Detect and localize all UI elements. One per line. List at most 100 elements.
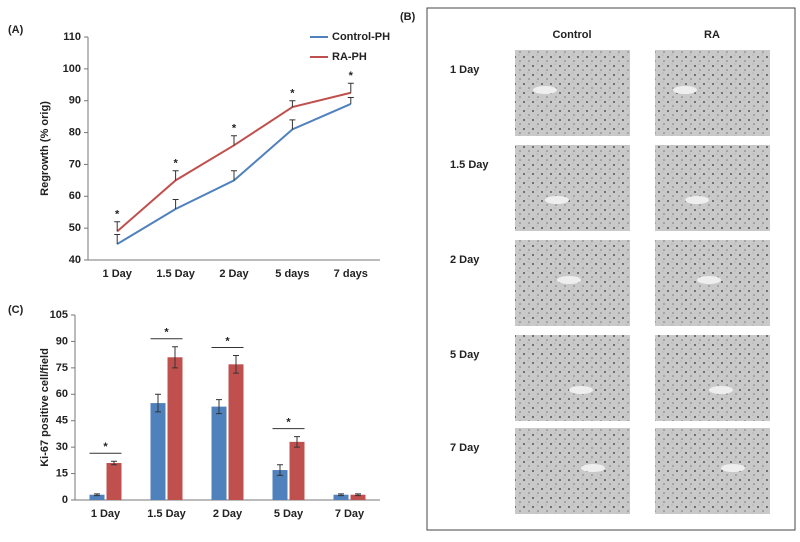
error-bar <box>111 460 117 466</box>
row-label: 7 Day <box>450 442 480 454</box>
x-tick-label: 1.5 Day <box>156 268 195 280</box>
significance-mark: * <box>225 335 230 347</box>
error-bar <box>155 393 161 413</box>
micrograph <box>515 428 630 514</box>
y-tick-label: 90 <box>69 95 81 107</box>
micrograph <box>655 145 770 231</box>
vessel <box>557 276 581 284</box>
row-label: 1 Day <box>450 64 480 76</box>
micrograph <box>515 145 630 231</box>
y-tick-label: 70 <box>69 158 81 170</box>
micrograph <box>655 335 770 421</box>
significance-mark: * <box>164 327 169 339</box>
panel-label: (C) <box>8 304 24 316</box>
error-bar <box>172 346 178 369</box>
y-tick-label: 80 <box>69 126 81 138</box>
bar <box>106 463 122 500</box>
y-tick-label: 105 <box>50 309 68 321</box>
error-bar <box>277 464 283 476</box>
significance-mark: * <box>349 70 354 82</box>
significance-mark: * <box>115 209 120 221</box>
bar <box>228 364 244 500</box>
error-bar <box>94 493 100 497</box>
x-tick-label: 2 Day <box>213 508 243 520</box>
line <box>116 91 352 233</box>
error-bar <box>231 170 237 181</box>
x-tick-label: 7 Day <box>335 508 365 520</box>
significance-mark: * <box>290 88 295 100</box>
x-tick-label: 5 Day <box>274 508 304 520</box>
vessel <box>673 86 697 94</box>
significance-mark: * <box>232 123 237 135</box>
column-header: Control <box>552 29 591 41</box>
row-label: 2 Day <box>450 254 480 266</box>
micrograph <box>655 50 770 136</box>
micrograph <box>515 50 630 136</box>
legend-label: Control-PH <box>332 31 390 43</box>
panel-label: (B) <box>400 11 416 23</box>
y-tick-label: 75 <box>56 362 68 374</box>
y-tick-label: 45 <box>56 415 68 427</box>
error-bar <box>172 198 179 210</box>
bar <box>350 494 366 500</box>
error-bar <box>233 355 239 374</box>
y-axis-label: Regrowth (% orig) <box>39 101 51 196</box>
error-bar <box>355 493 361 497</box>
vessel <box>545 196 569 204</box>
x-tick-label: 7 days <box>334 268 368 280</box>
legend-label: RA-PH <box>332 51 367 63</box>
vessel <box>581 464 605 472</box>
error-bar <box>347 82 354 93</box>
error-bar <box>114 234 121 245</box>
bar <box>289 441 305 500</box>
error-bar <box>289 100 296 108</box>
y-tick-label: 15 <box>56 467 68 479</box>
error-bar <box>347 97 354 104</box>
y-axis-label: Ki-67 positive cell/field <box>39 348 51 467</box>
vessel <box>569 386 593 394</box>
error-bar <box>114 221 121 232</box>
significance-mark: * <box>103 441 108 453</box>
y-tick-label: 30 <box>56 441 68 453</box>
y-tick-label: 110 <box>63 31 81 43</box>
significance-mark: * <box>286 416 291 428</box>
panel-label: (A) <box>8 24 24 36</box>
error-bar <box>289 119 296 130</box>
vessel <box>697 276 721 284</box>
y-tick-label: 40 <box>69 254 81 266</box>
bar <box>167 357 183 500</box>
y-tick-label: 60 <box>69 190 81 202</box>
significance-mark: * <box>173 158 178 170</box>
x-tick-label: 1 Day <box>91 508 121 520</box>
panel-b-frame <box>426 7 796 531</box>
bar <box>89 494 105 500</box>
vessel <box>685 196 709 204</box>
vessel <box>721 464 745 472</box>
error-bar <box>294 436 300 448</box>
row-label: 5 Day <box>450 349 480 361</box>
bar <box>272 470 288 500</box>
x-tick-label: 5 days <box>275 268 309 280</box>
y-tick-label: 100 <box>63 63 81 75</box>
micrograph <box>655 428 770 514</box>
bar <box>333 494 349 500</box>
error-bar <box>172 170 179 181</box>
error-bar <box>216 399 222 415</box>
x-tick-label: 1.5 Day <box>147 508 186 520</box>
bar <box>211 406 227 500</box>
vessel <box>709 386 733 394</box>
error-bar <box>231 135 237 146</box>
row-label: 1.5 Day <box>450 159 489 171</box>
bar <box>150 403 166 500</box>
micrograph <box>515 335 630 421</box>
y-tick-label: 90 <box>56 335 68 347</box>
vessel <box>533 86 557 94</box>
x-tick-label: 2 Day <box>219 268 249 280</box>
y-tick-label: 60 <box>56 388 68 400</box>
column-header: RA <box>704 29 720 41</box>
error-bar <box>338 493 344 497</box>
x-tick-label: 1 Day <box>103 268 133 280</box>
y-tick-label: 50 <box>69 222 81 234</box>
y-tick-label: 0 <box>62 494 68 506</box>
